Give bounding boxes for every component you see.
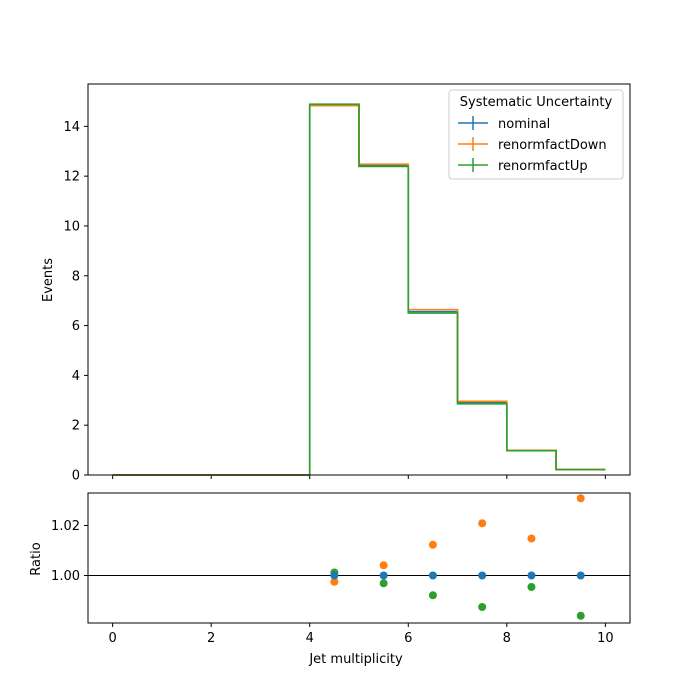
ratio-point-renormfactdown: [527, 534, 536, 543]
legend: Systematic Uncertainty nominal renormfac…: [448, 89, 624, 180]
legend-label-nominal: nominal: [498, 117, 550, 132]
legend-item-renormfactdown: renormfactDown: [458, 137, 607, 153]
x-tick-label: 6: [404, 631, 412, 646]
x-axis-label: Jet multiplicity: [308, 652, 403, 667]
main-y-tick-label: 6: [72, 319, 80, 334]
legend-box: [448, 89, 624, 180]
legend-item-renormfactup: renormfactUp: [458, 158, 588, 174]
ratio-point-nominal: [379, 571, 388, 580]
ratio-point-nominal: [330, 571, 339, 580]
ratio-point-renormfactup: [478, 603, 487, 611]
legend-label-renormfactdown: renormfactDown: [498, 138, 607, 153]
ratio-y-tick-label: 1.00: [51, 569, 80, 584]
ratio-point-renormfactdown: [576, 494, 585, 503]
main-y-tick-label: 8: [72, 269, 80, 284]
main-y-tick-label: 0: [72, 469, 80, 484]
main-y-tick-label: 4: [72, 369, 80, 384]
ratio-y-tick-label: 1.02: [51, 519, 80, 534]
legend-item-nominal: nominal: [458, 116, 550, 132]
ratio-y-axis-label: Ratio: [29, 542, 44, 575]
ratio-point-renormfactup: [428, 591, 437, 600]
main-axis-ticks: 0 2 4 6 8 10 12 14: [63, 120, 606, 484]
main-plot-frame: [87, 83, 631, 476]
x-tick-label: 4: [306, 631, 314, 646]
main-y-tick-label: 2: [72, 419, 80, 434]
ratio-point-renormfactdown: [478, 519, 487, 528]
main-y-axis-label: Events: [41, 258, 56, 302]
ratio-point-renormfactdown: [330, 577, 339, 586]
ratio-points: [330, 494, 585, 620]
ratio-panel: 1.00 1.02 0 2 4 6 8 10 Ratio Jet multiplicity: [29, 492, 631, 667]
x-tick-label: 0: [108, 631, 116, 646]
main-y-tick-label: 10: [63, 219, 80, 234]
ratio-point-renormfactup: [379, 579, 388, 588]
main-y-tick-label: 14: [63, 120, 80, 135]
x-tick-label: 2: [207, 631, 215, 646]
ratio-point-nominal: [428, 571, 437, 580]
x-tick-label: 8: [503, 631, 511, 646]
ratio-point-renormfactup: [527, 583, 536, 591]
ratio-plot-frame: [87, 492, 631, 624]
ratio-point-nominal: [527, 571, 536, 580]
ratio-point-nominal: [478, 571, 487, 580]
main-histogram-panel: 0 2 4 6 8 10 12 14 Events Systematic Uncertaint…: [41, 83, 631, 484]
main-y-tick-label: 12: [63, 170, 80, 185]
ratio-axis-ticks: 1.00 1.02 0 2 4 6 8 10: [51, 519, 614, 646]
legend-title: Systematic Uncertainty: [460, 95, 613, 110]
ratio-point-renormfactup: [576, 611, 585, 620]
legend-label-renormfactup: renormfactUp: [498, 159, 588, 174]
ratio-point-nominal: [576, 571, 585, 580]
x-tick-label: 10: [597, 631, 614, 646]
ratio-point-renormfactdown: [379, 561, 388, 570]
ratio-point-renormfactdown: [428, 540, 437, 549]
